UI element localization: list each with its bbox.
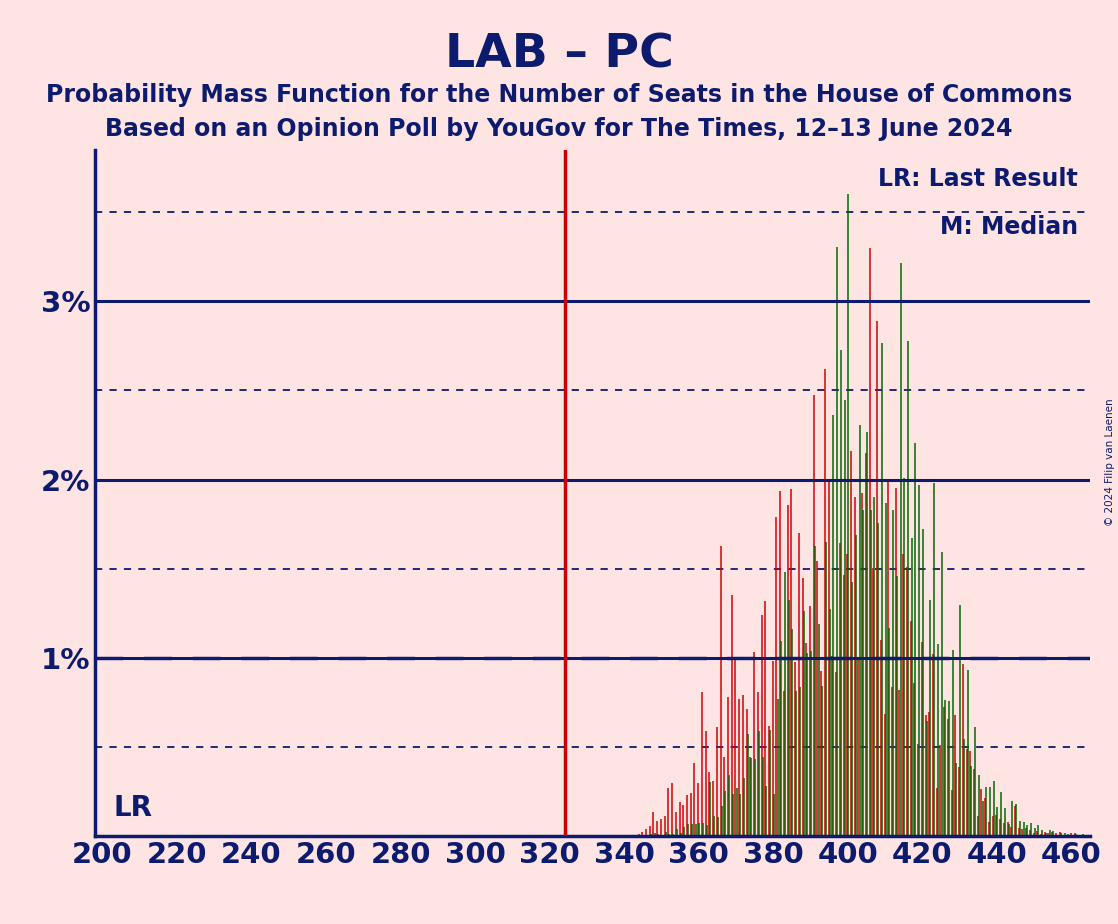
Text: LAB – PC: LAB – PC xyxy=(445,32,673,78)
Text: LR: LR xyxy=(114,794,153,822)
Text: M: Median: M: Median xyxy=(940,215,1078,239)
Text: Probability Mass Function for the Number of Seats in the House of Commons: Probability Mass Function for the Number… xyxy=(46,83,1072,107)
Text: Based on an Opinion Poll by YouGov for The Times, 12–13 June 2024: Based on an Opinion Poll by YouGov for T… xyxy=(105,117,1013,141)
Text: LR: Last Result: LR: Last Result xyxy=(879,167,1078,191)
Text: © 2024 Filip van Laenen: © 2024 Filip van Laenen xyxy=(1105,398,1115,526)
